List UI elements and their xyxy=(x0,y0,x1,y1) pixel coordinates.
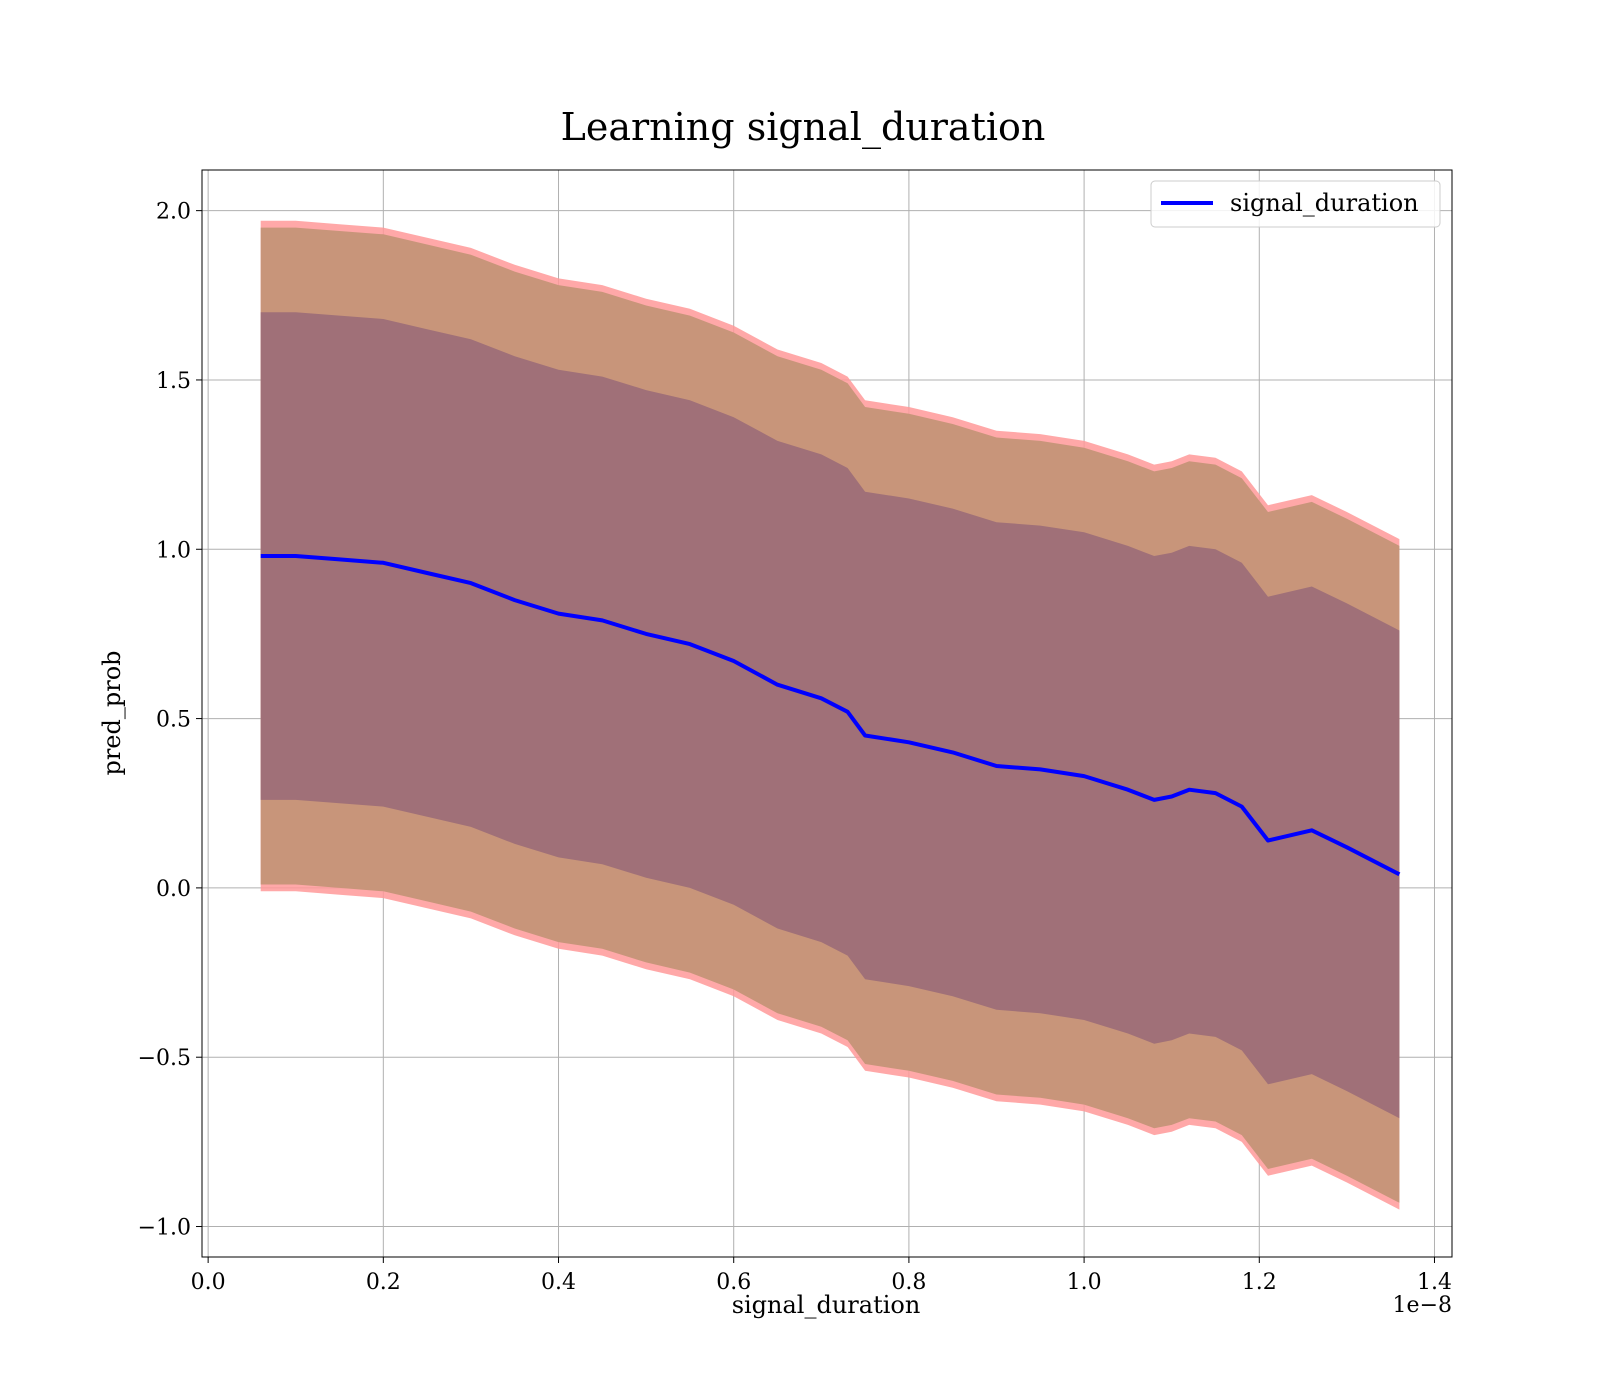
x-tick-label: 0.4 xyxy=(541,1270,576,1295)
confidence-bands xyxy=(260,220,1400,1210)
x-tick-label: 1.4 xyxy=(1417,1270,1452,1295)
y-axis-label: pred_prob xyxy=(98,650,126,775)
series-lines xyxy=(260,554,1401,877)
y-tick-label: 0.0 xyxy=(156,877,191,902)
y-axis-ticks: −1.0 −0.5 0.0 0.5 1.0 1.5 2.0 xyxy=(138,200,202,1241)
y-tick-label: 1.0 xyxy=(156,538,191,563)
plot-frame xyxy=(201,169,1453,1258)
y-tick-label: 0.5 xyxy=(156,708,191,733)
y-tick-label: −0.5 xyxy=(138,1046,191,1071)
series-line-signal-duration xyxy=(260,554,1401,877)
x-tick-label: 0.6 xyxy=(716,1270,751,1295)
inner-band xyxy=(260,312,1400,1119)
x-tick-label: 1.0 xyxy=(1067,1270,1102,1295)
x-axis-label: signal_duration xyxy=(732,1291,921,1319)
chart-title: Learning signal_duration xyxy=(561,105,1046,150)
x-tick-label: 1.2 xyxy=(1242,1270,1277,1295)
legend-label: signal_duration xyxy=(1230,189,1419,217)
y-tick-label: 1.5 xyxy=(156,369,191,394)
x-tick-label: 0.2 xyxy=(366,1270,401,1295)
x-tick-label: 0.8 xyxy=(891,1270,926,1295)
y-tick-label: 2.0 xyxy=(156,200,191,225)
legend: signal_duration xyxy=(1150,180,1441,228)
x-axis-offset-label: 1e−8 xyxy=(1393,1293,1452,1318)
x-tick-label: 0.0 xyxy=(191,1270,226,1295)
legend-box xyxy=(1150,180,1441,228)
x-axis-ticks: 0.0 0.2 0.4 0.6 0.8 1.0 1.2 1.4 xyxy=(191,1257,1452,1295)
y-tick-label: −1.0 xyxy=(138,1216,191,1241)
